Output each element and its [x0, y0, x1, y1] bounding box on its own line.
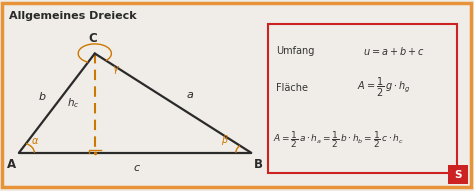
Text: $u = a + b + c$: $u = a + b + c$: [363, 45, 424, 57]
Text: $A = \dfrac{1}{2}\,g \cdot h_g$: $A = \dfrac{1}{2}\,g \cdot h_g$: [357, 76, 410, 100]
Text: $c$: $c$: [134, 163, 141, 173]
Text: $A = \dfrac{1}{2}\,a \cdot h_a = \dfrac{1}{2}\,b \cdot h_b = \dfrac{1}{2}\,c \cd: $A = \dfrac{1}{2}\,a \cdot h_a = \dfrac{…: [273, 130, 404, 151]
Text: $\gamma$: $\gamma$: [112, 64, 120, 76]
Text: $a$: $a$: [185, 91, 194, 100]
Text: Fläche: Fläche: [276, 83, 309, 93]
Text: $h_c$: $h_c$: [67, 96, 80, 110]
Text: S: S: [454, 170, 462, 180]
Text: $b$: $b$: [38, 90, 47, 101]
Text: A: A: [7, 158, 17, 171]
Text: Umfang: Umfang: [276, 46, 315, 56]
FancyBboxPatch shape: [2, 3, 471, 187]
Text: Allgemeines Dreieck: Allgemeines Dreieck: [9, 11, 136, 20]
Text: B: B: [254, 158, 263, 171]
FancyBboxPatch shape: [448, 165, 468, 184]
Text: $\beta$: $\beta$: [221, 133, 229, 147]
Text: $\alpha$: $\alpha$: [31, 136, 40, 146]
FancyBboxPatch shape: [268, 24, 457, 173]
Text: C: C: [88, 32, 97, 45]
